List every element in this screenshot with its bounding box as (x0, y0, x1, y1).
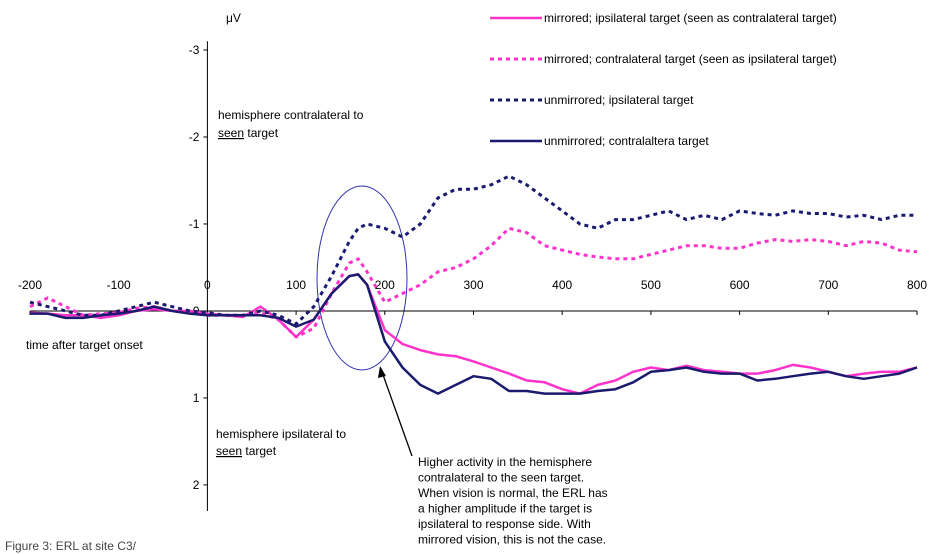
x-tick-label: 400 (552, 278, 572, 292)
legend-label: unmirrored; contralaltera target (544, 134, 709, 148)
annotation: seen target (218, 126, 279, 140)
callout-text: a higher amplitude if the target is (418, 502, 592, 516)
annotation-text: target (242, 444, 277, 458)
series-line (29, 226, 918, 339)
annotation: hemisphere ipsilateral to (216, 427, 346, 441)
annotation-text: hemisphere contralateral to (218, 108, 364, 122)
caption: Figure 3: ERL at site C3/ (5, 539, 137, 553)
legend-label: mirrored; ipsilateral target (seen as co… (544, 11, 837, 25)
x-tick-label: 600 (730, 278, 750, 292)
x-tick-label: -100 (107, 278, 131, 292)
x-tick-label: 500 (641, 278, 661, 292)
annotation-text: seen (216, 444, 242, 458)
callout-text: contralateral to the seen target. (418, 471, 584, 485)
y-tick-label: 2 (193, 478, 200, 492)
y-tick-label: -2 (189, 130, 200, 144)
highlight-ellipse (316, 185, 408, 371)
callout-text: When vision is normal, the ERL has (418, 486, 608, 500)
x-tick-label: 300 (463, 278, 483, 292)
series-line (29, 174, 917, 326)
x-tick-label: 200 (375, 278, 395, 292)
x-tick-label: 800 (907, 278, 927, 292)
annotation-text: hemisphere ipsilateral to (216, 427, 346, 441)
annotation: hemisphere contralateral to (218, 108, 364, 122)
x-tick-label: 0 (204, 278, 211, 292)
y-axis-label: μV (226, 11, 241, 25)
callout-text: mirrored vision, this is not the case. (418, 533, 606, 547)
arrow-head (378, 366, 386, 378)
callout-arrow (381, 371, 413, 457)
series-line (29, 273, 918, 395)
annotation-text: target (244, 126, 279, 140)
x-tick-label: -200 (18, 278, 42, 292)
annotation-text: seen (218, 126, 244, 140)
y-tick-label: -3 (189, 43, 200, 57)
x-axis-label: time after target onset (26, 338, 143, 352)
legend-label: unmirrored; ipsilateral target (544, 93, 694, 107)
y-tick-label: -1 (189, 217, 200, 231)
x-tick-label: 100 (286, 278, 306, 292)
series-line (30, 273, 918, 395)
callout-text: ipsilateral to response side. With (418, 517, 591, 531)
legend-label: mirrored; contralateral target (seen as … (544, 52, 837, 66)
callout-text: Higher activity in the hemisphere (418, 455, 592, 469)
y-tick-label: 1 (193, 391, 200, 405)
annotation: seen target (216, 444, 277, 458)
x-tick-label: 700 (818, 278, 838, 292)
